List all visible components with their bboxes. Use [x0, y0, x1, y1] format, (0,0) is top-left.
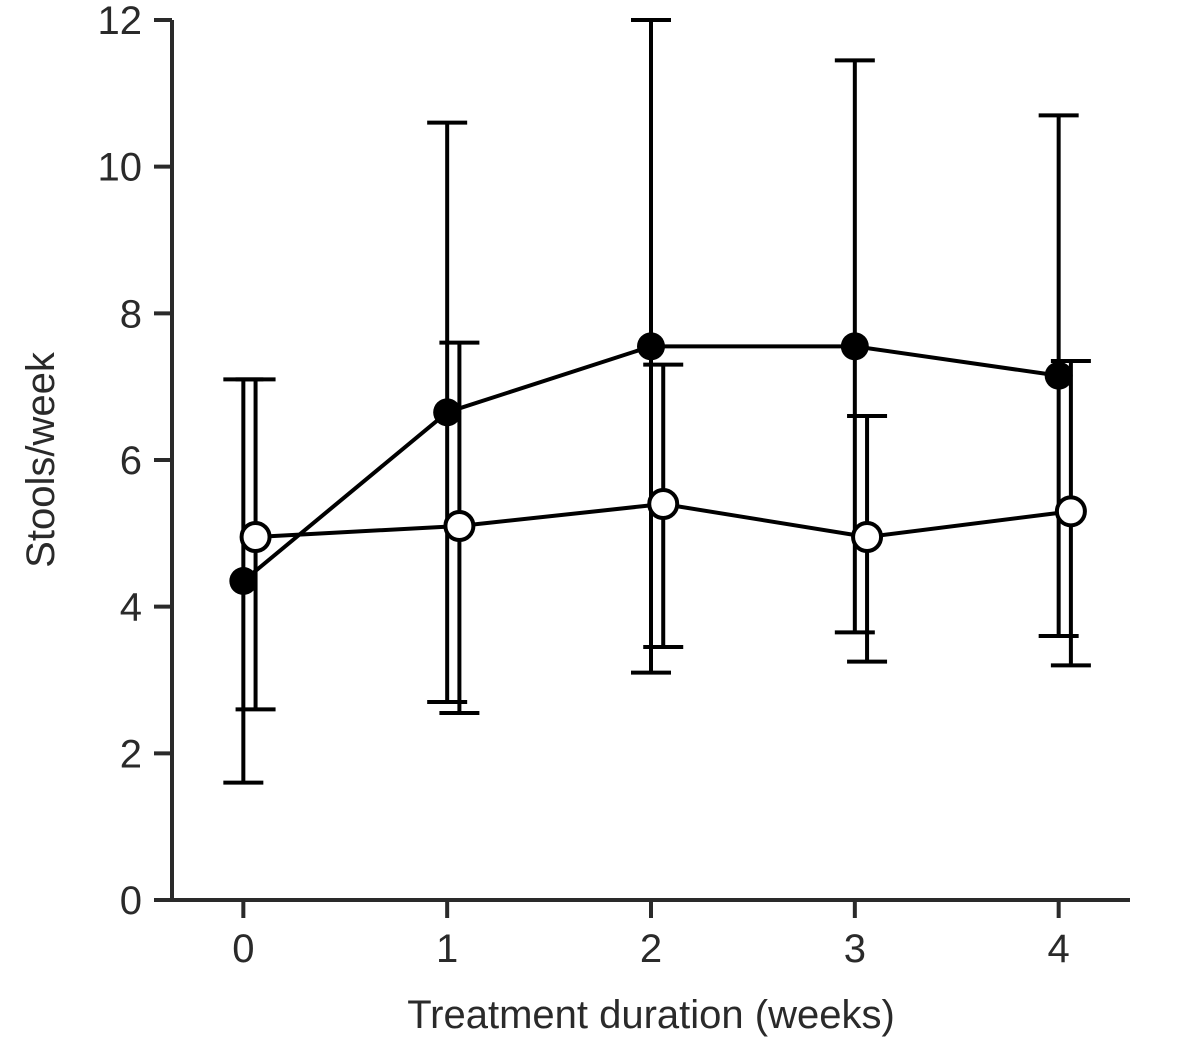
data-marker [1057, 497, 1085, 525]
data-marker [1045, 362, 1073, 390]
y-tick-label: 6 [120, 439, 142, 483]
x-tick-label: 0 [232, 927, 254, 971]
y-tick-label: 12 [98, 0, 143, 43]
x-tick-label: 4 [1048, 927, 1070, 971]
data-marker [637, 332, 665, 360]
y-tick-label: 10 [98, 146, 143, 190]
y-axis-label: Stools/week [19, 351, 63, 568]
y-tick-label: 8 [120, 292, 142, 336]
data-marker [445, 512, 473, 540]
series-open [236, 343, 1091, 713]
x-tick-label: 2 [640, 927, 662, 971]
x-axis-label: Treatment duration (weeks) [407, 993, 895, 1037]
data-marker [649, 490, 677, 518]
data-marker [242, 523, 270, 551]
x-tick-label: 3 [844, 927, 866, 971]
y-tick-label: 4 [120, 586, 142, 630]
data-marker [853, 523, 881, 551]
chart-svg: 01234024681012Treatment duration (weeks)… [0, 0, 1200, 1052]
y-tick-label: 2 [120, 732, 142, 776]
x-tick-label: 1 [436, 927, 458, 971]
data-marker [433, 398, 461, 426]
y-tick-label: 0 [120, 879, 142, 923]
data-marker [841, 332, 869, 360]
chart-container: 01234024681012Treatment duration (weeks)… [0, 0, 1200, 1052]
data-marker [229, 567, 257, 595]
series-filled [223, 20, 1078, 783]
